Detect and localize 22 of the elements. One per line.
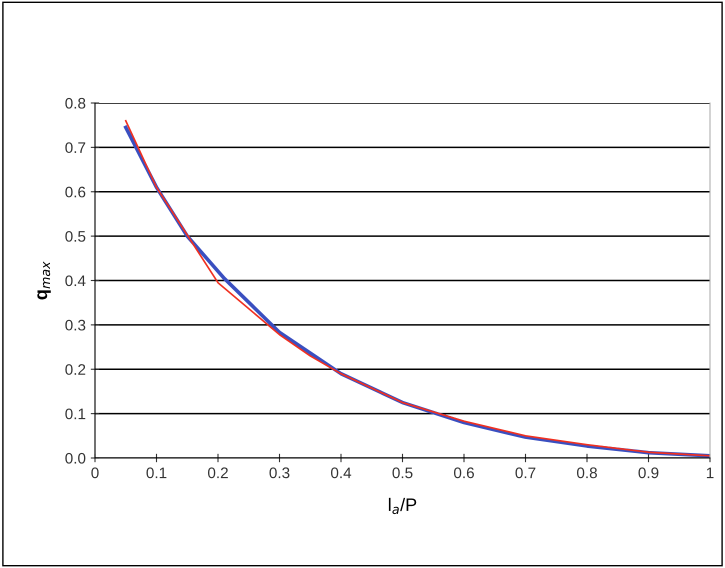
y-tick-label: 0.5: [65, 230, 86, 242]
x-tick-label: 0.2: [208, 467, 228, 478]
x-tick-label: 0.3: [269, 467, 290, 478]
x-tick-label: 0.7: [515, 467, 536, 478]
y-axis-title: q$_{max}$: [37, 261, 51, 300]
y-tick-label: 0.7: [65, 142, 86, 154]
y-tick-label: 0.8: [65, 98, 86, 109]
y-tick-label: 0.2: [65, 364, 86, 375]
x-axis-title: l$_{a}$/P: [388, 498, 416, 514]
x-tick-label: 0.6: [454, 467, 474, 478]
x-tick-label: 1: [706, 468, 714, 478]
x-tick-label: 0: [91, 467, 99, 478]
x-tick-label: 0.9: [638, 467, 658, 478]
x-tick-label: 0.4: [330, 467, 352, 478]
x-tick-label: 0.8: [576, 467, 597, 478]
y-tick-label: 0.3: [65, 320, 86, 331]
x-tick-label: 0.5: [392, 467, 412, 478]
x-tick-label: 0.1: [146, 467, 166, 478]
y-tick-label: 0.6: [65, 186, 86, 198]
y-tick-label: 0.4: [65, 275, 86, 286]
y-tick-label: 0.0: [65, 452, 86, 464]
y-tick-label: 0.1: [65, 408, 86, 420]
